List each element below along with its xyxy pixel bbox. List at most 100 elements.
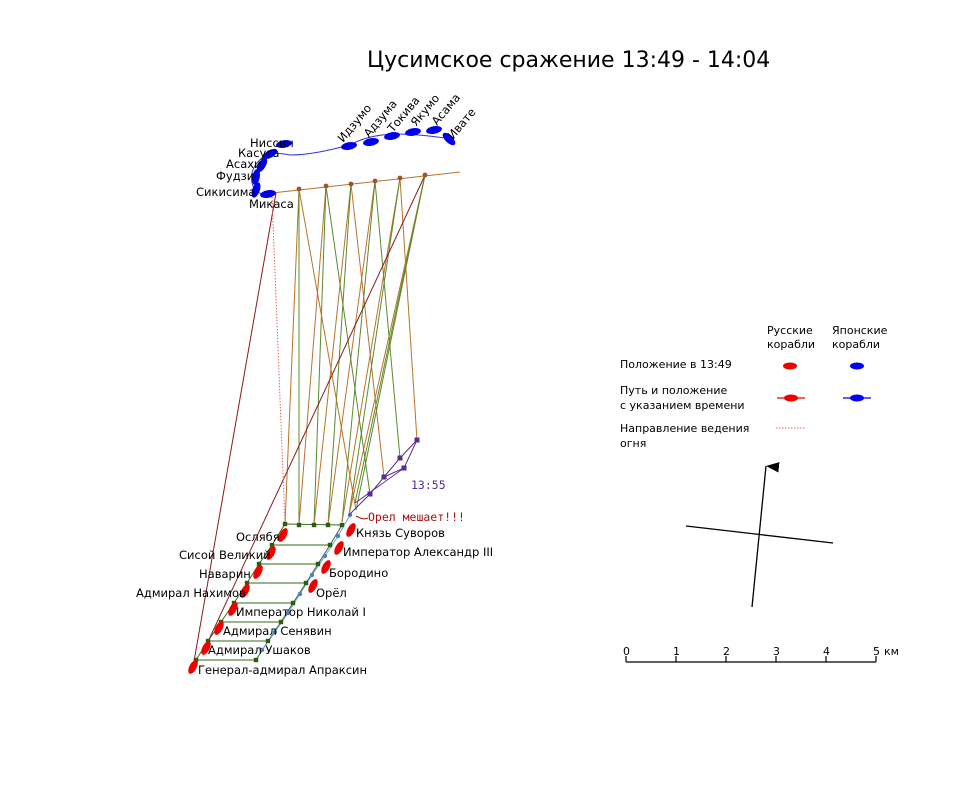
fire-origin-dot [296, 186, 302, 192]
scale-tick-label: 1 [673, 645, 680, 658]
orel-path-marker [397, 455, 403, 461]
orel-path-marker [367, 491, 373, 497]
legend-japanese-path-ship [850, 394, 864, 402]
scale-tick-label: 2 [723, 645, 730, 658]
track-marker [325, 522, 331, 528]
track-marker-blue [297, 591, 303, 597]
japanese-ship-11 [426, 126, 442, 134]
ship-label-mikasa: Микаса [249, 197, 294, 211]
legend-fire-line1: Направление ведения [620, 422, 749, 435]
map-title: Цусимское сражение 13:49 - 14:04 [367, 48, 770, 73]
annotation-pointer [355, 515, 369, 520]
russian-ships [188, 523, 356, 674]
russian-ship-4 [334, 541, 344, 555]
russian-ship-labels: Ослябя Князь Суворов Сисой Великий Импер… [136, 526, 493, 677]
legend-russian-path-ship [784, 394, 798, 402]
orel-path [348, 437, 420, 516]
scale-tick-label: 3 [773, 645, 780, 658]
fire-line [313, 183, 352, 526]
track-marker-blue [259, 647, 265, 653]
annotation-orel-blocks: Орел мешает!!! [368, 510, 465, 524]
ship-label-suvorov: Князь Суворов [356, 526, 445, 540]
track-marker [205, 638, 211, 644]
ship-label-ushakov: Адмирал Ушаков [208, 643, 311, 657]
russian-ship-10 [214, 621, 224, 635]
legend-col-japanese-line2: корабли [832, 338, 880, 351]
japanese-ship-12 [442, 132, 456, 146]
fire-origin-dot [323, 183, 329, 189]
fire-line [327, 183, 352, 526]
legend-col-russian-line1: Русские [767, 324, 813, 337]
fire-line [284, 188, 300, 525]
fire-line [348, 174, 426, 516]
japanese-ship-labels: Ниссин Касуга Асахи Фудзи Сикисима Микас… [196, 91, 479, 211]
japanese-ship-6 [260, 190, 276, 198]
ship-label-senyavin: Адмирал Сенявин [223, 624, 332, 638]
legend-path-line1: Путь и положение [620, 384, 728, 397]
russian-ship-9 [228, 602, 238, 616]
japanese-ship-10 [405, 128, 421, 136]
japanese-ships [251, 126, 456, 198]
legend-col-japanese-line1: Японские [832, 324, 888, 337]
legend-russian-ship-symbol [783, 362, 797, 370]
ship-label-borodino: Бородино [329, 566, 388, 580]
scale-tick-label: 4 [823, 645, 830, 658]
scale-tick-label: 5 [873, 645, 880, 658]
ship-label-navarin: Наварин [199, 567, 251, 581]
compass-icon [685, 462, 834, 608]
track-marker [311, 522, 317, 528]
ship-label-fuji: Фудзи [216, 169, 254, 183]
japanese-ship-9 [384, 132, 400, 140]
ship-label-apraksin: Генерал-адмирал Апраксин [198, 663, 367, 677]
track-marker [282, 521, 288, 527]
track-marker [303, 580, 309, 586]
orel-path-marker [414, 437, 420, 443]
ship-label-kasuga: Касуга [238, 146, 279, 160]
fire-line-dotted [271, 196, 286, 525]
orel-path-marker [401, 465, 407, 471]
ship-label-nissin: Ниссин [250, 136, 294, 150]
track-marker [253, 657, 259, 663]
fire-origin-dot [348, 181, 354, 187]
russian-ship-8 [308, 579, 318, 593]
track-marker [269, 542, 275, 548]
track-marker-blue [322, 553, 328, 559]
orel-path-line [354, 467, 405, 504]
fire-origin-dot [372, 178, 378, 184]
russian-ship-3 [266, 546, 276, 560]
japanese-ship-7 [341, 142, 357, 150]
japanese-ship-1 [276, 140, 292, 148]
ship-label-alexander: Император Александр III [343, 545, 493, 559]
fire-line-russian [192, 192, 277, 668]
japanese-firing-baseline [271, 171, 461, 194]
russian-tracks [193, 172, 428, 663]
fire-lines [192, 174, 426, 668]
track-marker-blue [335, 533, 341, 539]
fire-line [298, 188, 357, 511]
legend-fire-line2: огня [620, 437, 646, 450]
fire-line [350, 183, 385, 478]
legend-japanese-ship-symbol [850, 362, 864, 370]
russian-ship-7 [240, 584, 250, 598]
track-marker-blue [309, 572, 315, 578]
russian-ship-5 [253, 565, 263, 579]
fire-line [341, 180, 376, 523]
track-marker-blue [347, 512, 353, 518]
russian-ship-6 [321, 560, 331, 574]
fire-line [298, 185, 327, 526]
track-marker [339, 522, 345, 528]
japanese-ship-4 [252, 169, 260, 185]
japanese-ship-2 [262, 148, 278, 160]
fire-line [374, 180, 401, 459]
track-marker [296, 522, 302, 528]
ship-label-asahi: Асахи [226, 157, 262, 171]
north-arrow-icon [751, 462, 780, 608]
japanese-ship-8 [363, 138, 379, 146]
russian-ship-12 [188, 660, 198, 674]
japanese-ship-5 [251, 182, 261, 198]
russian-ship-1 [278, 528, 288, 542]
fire-origin-dot [422, 172, 428, 178]
track-marker-blue [285, 610, 291, 616]
track-marker-blue [272, 629, 278, 635]
track-marker [265, 638, 271, 644]
